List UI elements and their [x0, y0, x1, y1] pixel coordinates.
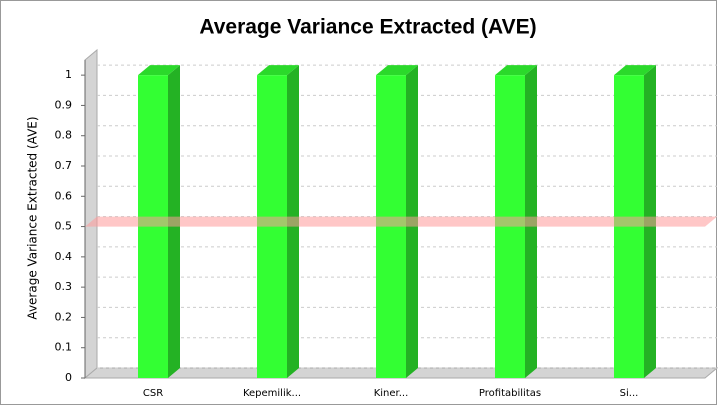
- y-tick-label: 0: [65, 371, 72, 384]
- threshold-band: [85, 216, 717, 227]
- x-tick-label: CSR: [143, 388, 163, 399]
- bar-top: [495, 65, 537, 76]
- left-wall: [84, 48, 98, 380]
- bar-top: [257, 65, 299, 76]
- y-tick-label: 0.7: [55, 159, 73, 172]
- chart-title: Average Variance Extracted (AVE): [199, 16, 536, 39]
- y-tick-label: 0.4: [55, 250, 73, 263]
- y-tick-label: 0.1: [55, 341, 73, 354]
- bar: [495, 75, 525, 379]
- bar: [257, 75, 287, 379]
- y-tick-label: 0.6: [55, 189, 73, 202]
- y-axis-label: Average Variance Extracted (AVE): [26, 116, 40, 319]
- y-tick-label: 0.2: [55, 310, 73, 323]
- y-tick-label: 0.9: [55, 98, 73, 111]
- y-tick-label: 1: [65, 68, 72, 81]
- bar: [376, 75, 406, 379]
- y-tick-label: 0.5: [55, 220, 73, 233]
- bar: [614, 75, 644, 379]
- x-tick-label: Profitabilitas: [479, 388, 541, 399]
- bar-top: [138, 65, 180, 76]
- y-tick-label: 0.8: [55, 129, 73, 142]
- x-tick-label: Si...: [620, 388, 639, 399]
- x-tick-label: Kiner...: [374, 388, 409, 399]
- bar-top: [376, 65, 418, 76]
- bar-top: [614, 65, 656, 76]
- y-tick-label: 0.3: [55, 280, 73, 293]
- bar: [138, 75, 168, 379]
- x-tick-label: Kepemilik...: [243, 388, 301, 399]
